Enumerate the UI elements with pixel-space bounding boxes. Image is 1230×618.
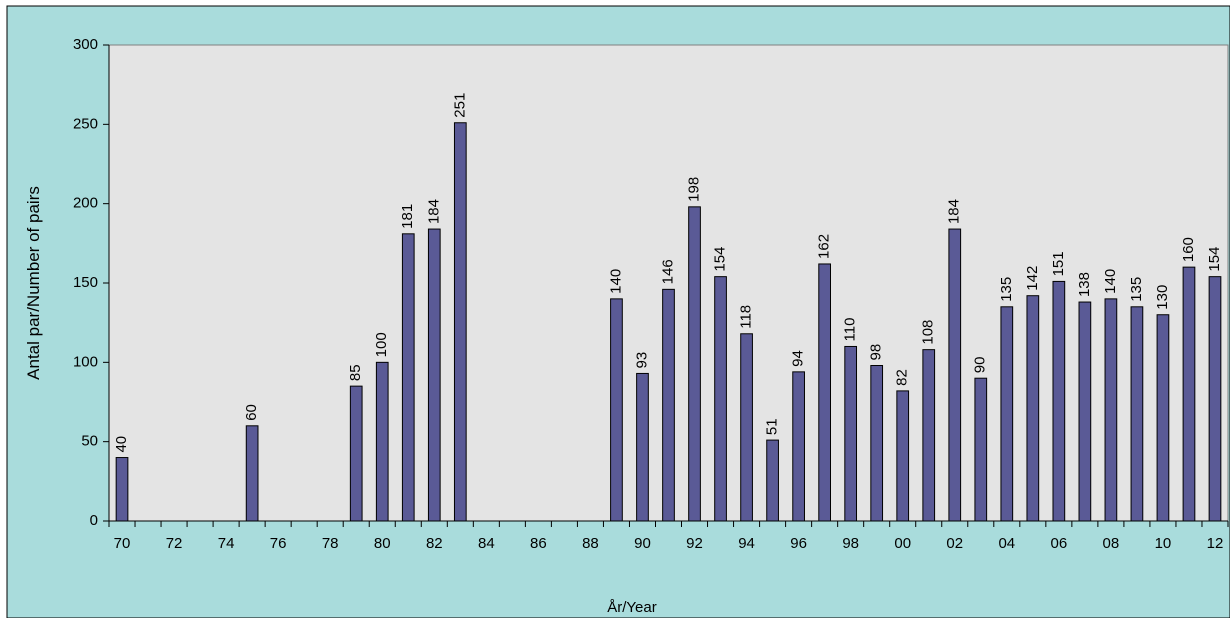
y-tick-label: 200 <box>73 195 98 212</box>
x-tick-label: 94 <box>738 535 755 552</box>
data-label-07: 138 <box>1076 272 1093 297</box>
x-tick-label: 08 <box>1103 535 1120 552</box>
data-label-02: 184 <box>946 199 963 224</box>
bar-00 <box>896 390 910 522</box>
data-label-82: 184 <box>425 199 442 224</box>
data-label-10: 130 <box>1154 285 1171 310</box>
bar-09 <box>1130 306 1144 522</box>
data-label-83: 251 <box>451 93 468 118</box>
data-label-04: 135 <box>998 277 1015 302</box>
data-label-94: 118 <box>738 305 755 329</box>
x-tick-label: 00 <box>894 535 911 552</box>
data-label-91: 146 <box>659 259 676 284</box>
bar-08 <box>1104 298 1118 522</box>
bar-79 <box>349 385 363 522</box>
x-tick-label: 98 <box>842 535 859 552</box>
data-label-08: 140 <box>1102 269 1119 294</box>
bar-04 <box>1000 306 1014 522</box>
data-label-75: 60 <box>243 404 260 421</box>
x-tick-label: 12 <box>1207 535 1224 552</box>
data-label-97: 162 <box>816 234 833 259</box>
data-label-96: 94 <box>790 350 807 367</box>
x-tick-label: 90 <box>634 535 651 552</box>
y-axis-label: Antal par/Number of pairs <box>24 186 43 380</box>
x-tick-label: 02 <box>946 535 963 552</box>
x-tick-label: 84 <box>478 535 495 552</box>
x-tick-label: 74 <box>218 535 235 552</box>
bar-91 <box>662 288 675 522</box>
x-tick-label: 88 <box>582 535 599 552</box>
bar-92 <box>688 206 701 522</box>
bar-89 <box>610 298 623 522</box>
bar-05 <box>1026 295 1040 522</box>
x-tick-label: 04 <box>998 535 1015 552</box>
y-tick-label: 100 <box>73 353 98 370</box>
bar-10 <box>1156 314 1170 522</box>
x-tick-label: 78 <box>322 535 339 552</box>
x-axis-label: År/Year <box>607 599 656 616</box>
data-label-05: 142 <box>1024 266 1041 291</box>
bar-70 <box>115 457 129 522</box>
data-label-95: 51 <box>764 418 781 435</box>
bar-97 <box>818 263 831 522</box>
x-tick-label: 96 <box>790 535 807 552</box>
y-tick-label: 250 <box>73 115 98 132</box>
data-label-00: 82 <box>894 369 911 386</box>
bar-75 <box>245 425 259 522</box>
data-label-99: 98 <box>868 344 885 361</box>
bar-07 <box>1078 301 1092 522</box>
bar-96 <box>792 371 805 522</box>
x-tick-label: 82 <box>426 535 443 552</box>
data-label-11: 160 <box>1180 237 1197 262</box>
bar-80 <box>375 361 389 522</box>
data-label-03: 90 <box>972 357 989 374</box>
x-tick-label: 92 <box>686 535 703 552</box>
bar-94 <box>740 333 753 522</box>
x-tick-label: 80 <box>374 535 391 552</box>
bar-83 <box>453 122 467 522</box>
data-label-79: 85 <box>347 364 364 381</box>
bar-03 <box>974 377 988 522</box>
bar-90 <box>636 372 649 522</box>
data-label-81: 181 <box>399 204 416 229</box>
data-label-06: 151 <box>1050 251 1067 276</box>
data-label-01: 108 <box>920 320 937 345</box>
bar-12 <box>1208 276 1222 522</box>
bar-98 <box>844 345 858 522</box>
data-label-89: 140 <box>607 269 624 294</box>
y-tick-label: 50 <box>81 433 98 450</box>
x-axis: 70 72 74 76 78 80 82 84 86 88 90 92 94 96 98 00 02 04 06 08… <box>108 520 1229 552</box>
data-label-98: 110 <box>842 318 859 342</box>
bar-81 <box>401 233 415 522</box>
x-tick-label: 76 <box>270 535 287 552</box>
bar-99 <box>870 365 884 522</box>
bar-labels-group: 40 60 85 100 181 184 251 140 93 146 198 154 118 51 94 1… <box>113 93 1223 453</box>
y-tick-label: 0 <box>90 512 98 529</box>
bar-06 <box>1052 280 1066 522</box>
y-axis: 0 50 100 150 200 250 300 <box>73 36 110 529</box>
bar-93 <box>714 276 727 522</box>
bar-95 <box>766 439 779 522</box>
bar-82 <box>427 228 441 522</box>
data-label-80: 100 <box>373 332 390 357</box>
data-label-90: 93 <box>633 352 650 369</box>
data-label-70: 40 <box>113 436 130 453</box>
bar-11 <box>1182 266 1196 522</box>
data-label-93: 154 <box>712 247 729 272</box>
y-tick-label: 300 <box>73 36 98 53</box>
data-label-09: 135 <box>1128 277 1145 302</box>
x-tick-label: 70 <box>114 535 131 552</box>
bar-01 <box>922 349 936 522</box>
x-tick-label: 86 <box>530 535 547 552</box>
y-tick-label: 150 <box>73 274 98 291</box>
data-label-12: 154 <box>1206 247 1223 272</box>
data-label-92: 198 <box>685 177 702 202</box>
x-tick-label: 10 <box>1155 535 1172 552</box>
bar-02 <box>948 228 962 522</box>
x-tick-label: 72 <box>166 535 183 552</box>
x-tick-label: 06 <box>1051 535 1068 552</box>
